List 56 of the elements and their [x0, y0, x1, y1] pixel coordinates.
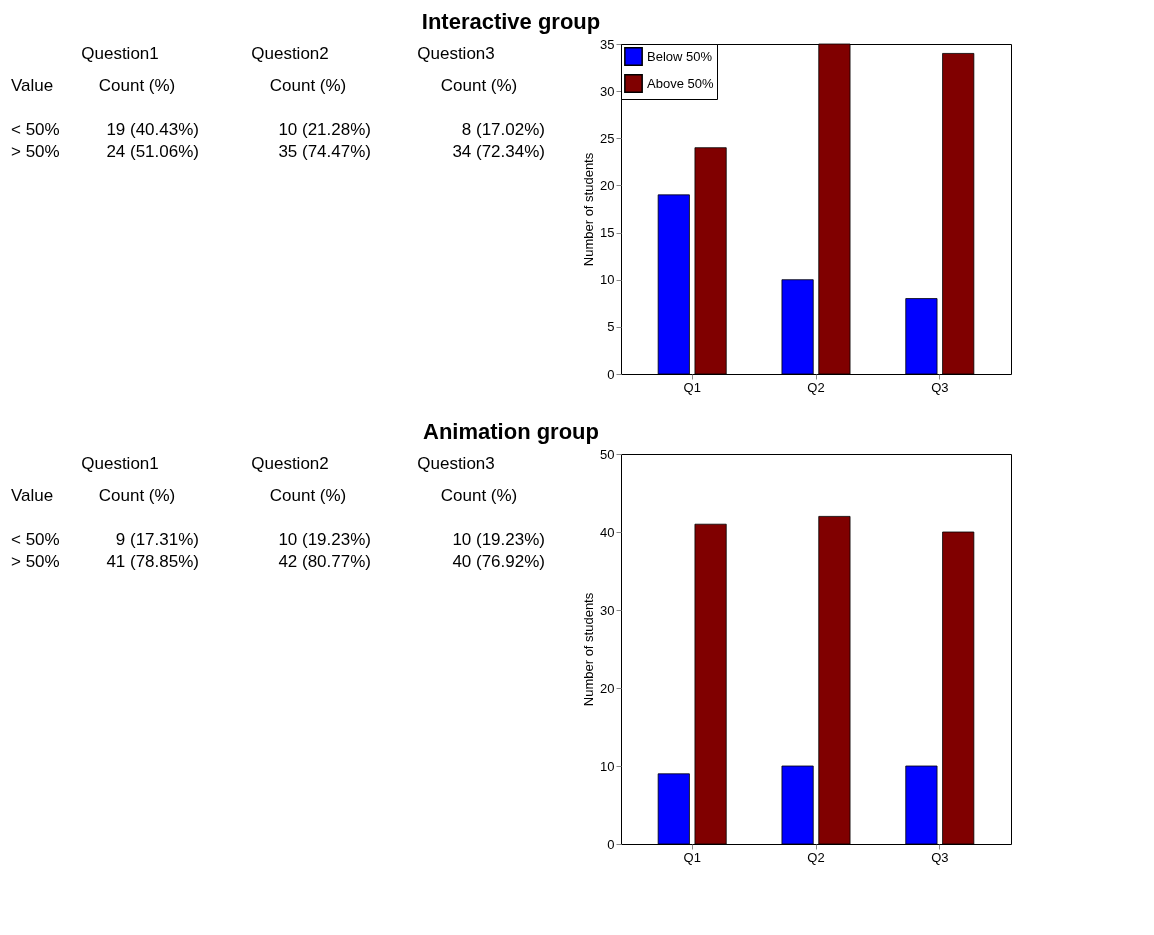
y-axis-title: Number of students — [581, 152, 597, 267]
text: Value — [11, 76, 54, 95]
text: Count (%) — [98, 76, 176, 95]
text: Count (%) — [98, 486, 176, 505]
x-tick-label: Q2 — [807, 379, 825, 395]
text: 34 (72.34%) — [452, 142, 545, 161]
text: 35 (74.47%) — [278, 142, 371, 161]
text: 19 (40.43%) — [106, 120, 199, 139]
chart-title: Interactive group — [421, 8, 601, 34]
y-tick-label: 20 — [600, 177, 615, 193]
y-tick-label: 30 — [600, 602, 615, 618]
y-tick-label: 0 — [607, 366, 615, 382]
legend-label: Above 50% — [647, 75, 714, 91]
text: > 50% — [11, 142, 60, 161]
text: Count (%) — [440, 486, 518, 505]
text: 41 (78.85%) — [106, 552, 199, 571]
y-tick-label: 30 — [600, 83, 615, 99]
y-tick-label: 10 — [600, 758, 615, 774]
x-tick-label: Q3 — [931, 379, 949, 395]
y-tick-label: 25 — [600, 130, 615, 146]
y-tick-label: 15 — [600, 225, 615, 241]
text: Count (%) — [440, 76, 518, 95]
y-tick-label: 35 — [600, 36, 615, 52]
text: 42 (80.77%) — [278, 552, 371, 571]
text: Question2 — [251, 454, 329, 473]
text: Question1 — [81, 44, 159, 63]
y-tick-label: 5 — [607, 319, 615, 335]
text: < 50% — [11, 120, 60, 139]
text: 8 (17.02%) — [461, 120, 545, 139]
x-tick-label: Q3 — [931, 849, 949, 865]
legend-label: Below 50% — [647, 48, 713, 64]
y-tick-label: 50 — [600, 446, 615, 462]
text: Question3 — [417, 44, 495, 63]
text: Question1 — [81, 454, 159, 473]
y-tick-label: 40 — [600, 524, 615, 540]
text: < 50% — [11, 530, 60, 549]
text: Value — [11, 486, 54, 505]
text: 10 (21.28%) — [278, 120, 371, 139]
text: Count (%) — [269, 486, 347, 505]
text: Question3 — [417, 454, 495, 473]
text: Count (%) — [269, 76, 347, 95]
x-tick-label: Q2 — [807, 849, 825, 865]
text: 40 (76.92%) — [452, 552, 545, 571]
y-tick-label: 10 — [600, 272, 615, 288]
y-tick-label: 20 — [600, 680, 615, 696]
chart-title: Animation group — [423, 418, 599, 444]
text: 10 (19.23%) — [452, 530, 545, 549]
x-tick-label: Q1 — [683, 849, 701, 865]
x-tick-label: Q1 — [683, 379, 701, 395]
y-axis-title: Number of students — [581, 592, 597, 707]
text: 9 (17.31%) — [115, 530, 199, 549]
y-tick-label: 0 — [607, 836, 615, 852]
text: 10 (19.23%) — [278, 530, 371, 549]
text: > 50% — [11, 552, 60, 571]
text: 24 (51.06%) — [106, 142, 199, 161]
text: Question2 — [251, 44, 329, 63]
